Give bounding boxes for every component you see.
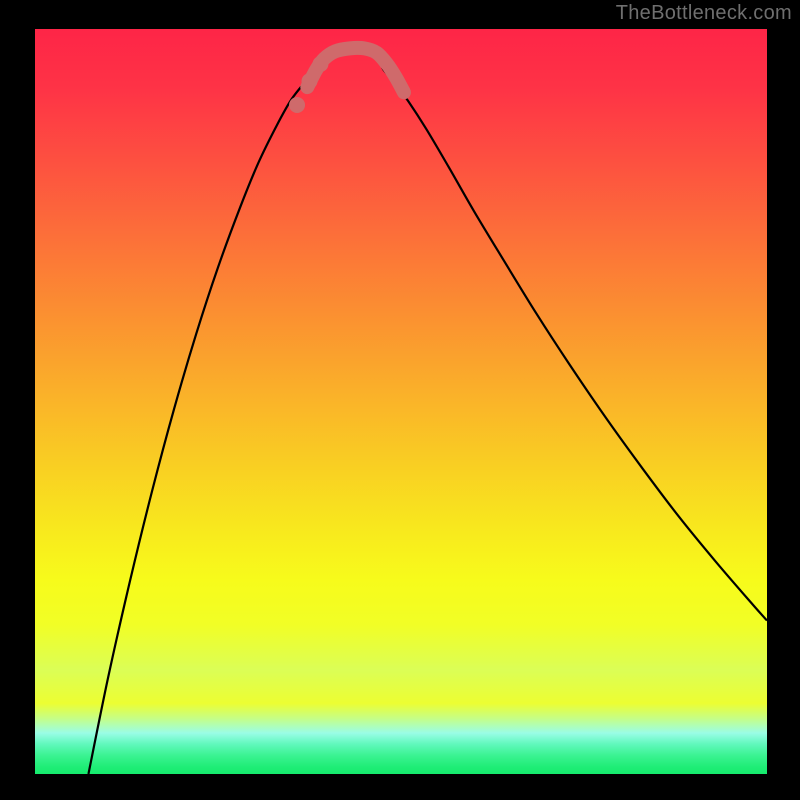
plot-area [35,29,767,774]
highlight-dot [289,97,305,113]
highlight-dot [302,73,318,89]
watermark-text: TheBottleneck.com [616,2,792,25]
highlight-dot [312,56,328,72]
chart-svg [0,0,800,800]
chart-stage: TheBottleneck.com [0,0,800,800]
plot-background [35,29,767,774]
